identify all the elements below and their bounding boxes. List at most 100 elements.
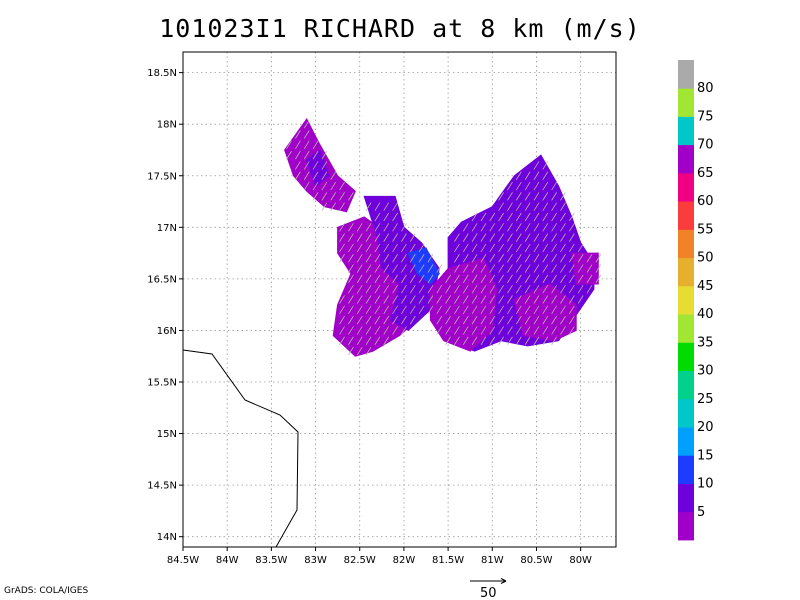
wind-vector (498, 336, 504, 345)
wind-vector (489, 284, 496, 294)
reference-arrow-head (500, 578, 507, 584)
colorbar-label: 30 (697, 364, 714, 379)
colorbar-swatch (678, 60, 694, 89)
wind-vector (339, 336, 345, 345)
wind-vector (498, 284, 504, 294)
wind-vector (489, 336, 496, 345)
wind-vector (427, 254, 434, 263)
wind-vector (480, 223, 487, 232)
wind-vector (339, 202, 345, 211)
wind-vector (515, 305, 522, 315)
wind-vector (524, 171, 531, 180)
wind-vector (471, 326, 478, 335)
wind-vector (515, 336, 522, 345)
wind-vector (515, 274, 522, 284)
wind-vector (498, 243, 504, 253)
wind-vector (303, 181, 310, 191)
wind-vector (480, 315, 487, 325)
wind-vector (436, 284, 443, 294)
wind-vector (498, 212, 504, 222)
wind-vector (560, 305, 566, 315)
x-tick-label: 80W (569, 555, 592, 566)
wind-vector (533, 274, 540, 284)
wind-vector (356, 243, 363, 253)
wind-vector (374, 295, 381, 304)
wind-vector (436, 264, 443, 273)
wind-vector (383, 202, 390, 211)
wind-vector (542, 305, 549, 315)
wind-vector (498, 233, 504, 242)
wind-vector (480, 295, 487, 304)
colorbar-swatch (678, 229, 694, 259)
wind-vector (348, 305, 354, 315)
wind-vector (436, 305, 443, 315)
wind-vector (507, 284, 513, 294)
wind-vector (480, 326, 487, 335)
wind-vector (577, 243, 584, 253)
wind-vector (551, 336, 557, 345)
x-tick-label: 84.5W (167, 555, 199, 566)
wind-vector (401, 223, 407, 232)
wind-vector (515, 233, 522, 242)
wind-vector (401, 305, 407, 315)
wind-vector (560, 243, 566, 253)
wind-vector (524, 274, 531, 284)
wind-vector (471, 274, 478, 284)
wind-vector (339, 315, 345, 325)
wind-vector (498, 202, 504, 211)
wind-vector (462, 315, 469, 325)
wind-vector (401, 315, 407, 325)
wind-vector (568, 284, 575, 294)
wind-vector (542, 284, 549, 294)
wind-vector (374, 223, 381, 232)
colorbar-label: 10 (697, 477, 714, 492)
x-tick-label: 81W (481, 555, 504, 566)
wind-vector (348, 243, 354, 253)
wind-vector (356, 315, 363, 325)
wind-vector (533, 326, 540, 335)
colorbar-label: 70 (697, 138, 714, 153)
wind-vector (321, 150, 328, 160)
wind-vector (303, 150, 310, 160)
wind-vector (392, 223, 398, 232)
wind-vector (498, 223, 504, 232)
wind-vector (542, 254, 549, 263)
colorbar-label: 15 (697, 448, 714, 463)
wind-vector (418, 305, 425, 315)
x-tick-label: 80.5W (520, 555, 552, 566)
wind-vector (401, 233, 407, 242)
wind-vector (515, 212, 522, 222)
wind-vector (551, 243, 557, 253)
wind-vector (383, 264, 390, 273)
wind-vector (356, 326, 363, 335)
speed-region (363, 195, 440, 332)
wind-vector (321, 202, 328, 211)
wind-vector (524, 295, 531, 304)
wind-vector (374, 212, 381, 222)
wind-vector (454, 264, 460, 273)
wind-vector (507, 326, 513, 335)
wind-vector (392, 326, 398, 335)
colorbar-label: 50 (697, 251, 714, 266)
wind-vector (568, 274, 575, 284)
wind-vector (498, 192, 504, 201)
y-tick-label: 17N (157, 223, 177, 234)
wind-vector (480, 233, 487, 242)
wind-vector (560, 326, 566, 335)
wind-vector (586, 254, 593, 263)
wind-vector (560, 202, 566, 211)
wind-vector (542, 264, 549, 273)
wind-vector (560, 264, 566, 273)
wind-vector (515, 243, 522, 253)
wind-vector (498, 264, 504, 273)
wind-vector (454, 315, 460, 325)
wind-vector (507, 243, 513, 253)
wind-vector (348, 346, 354, 356)
wind-vector (401, 254, 407, 263)
wind-vector (524, 254, 531, 263)
wind-vector (542, 212, 549, 222)
wind-vector (356, 254, 363, 263)
wind-vector (595, 274, 602, 284)
colorbar-swatch (678, 116, 694, 146)
wind-vector (365, 295, 372, 304)
